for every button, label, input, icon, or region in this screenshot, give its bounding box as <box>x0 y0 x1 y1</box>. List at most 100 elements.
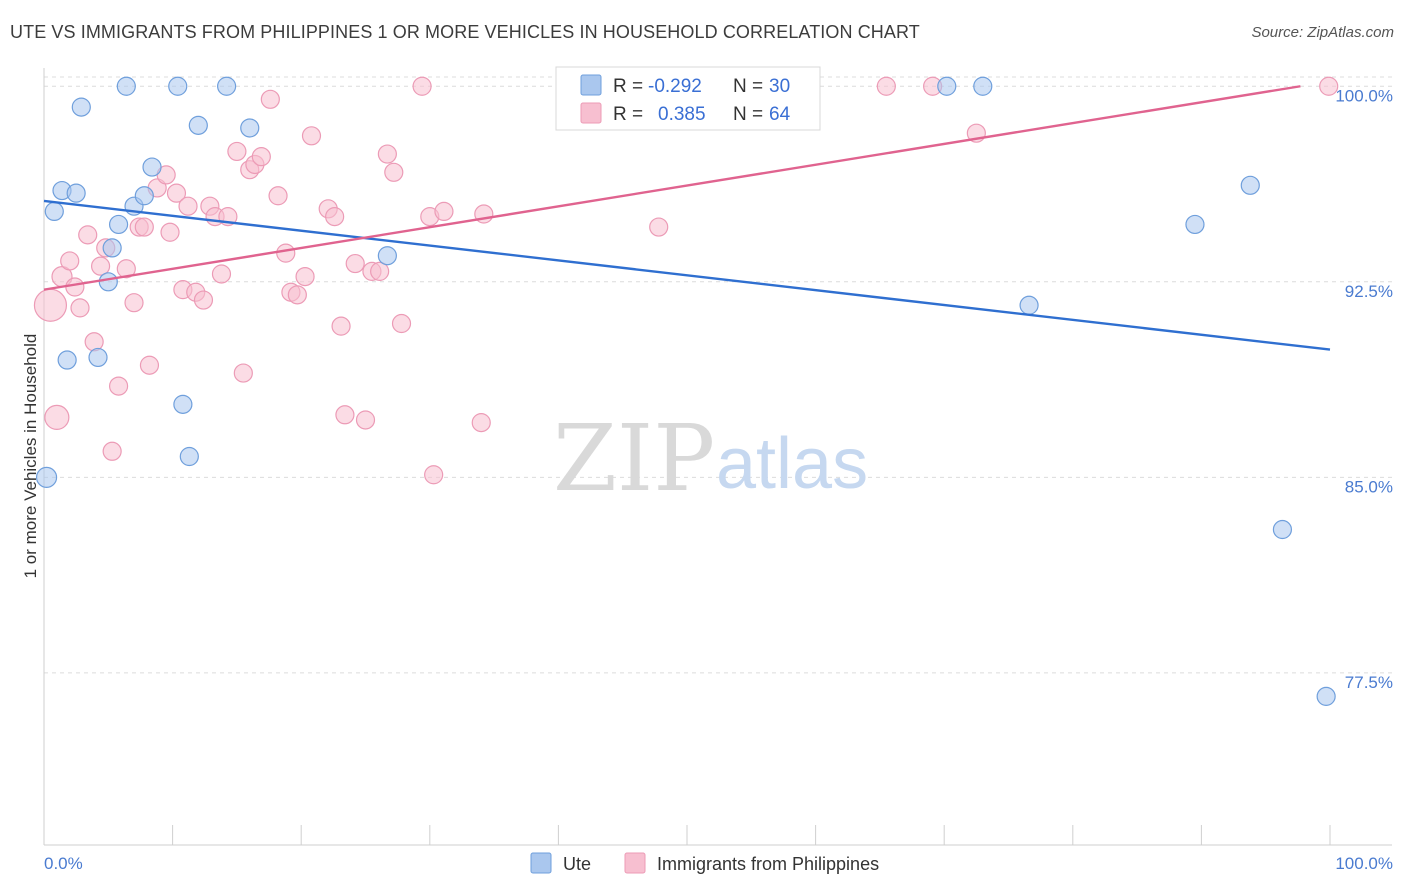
y-tick-label: 100.0% <box>1335 86 1393 105</box>
watermark: ZIP atlas <box>553 405 868 512</box>
ute-point <box>1185 214 1205 235</box>
ute-point <box>168 76 188 96</box>
phil-point <box>412 76 432 96</box>
phil-point <box>301 126 322 146</box>
legend-ute-swatch-icon <box>530 852 552 874</box>
phil-point <box>102 441 122 461</box>
phil-point <box>178 196 198 216</box>
x-tick-label-left: 0.0% <box>44 854 83 873</box>
y-tick-labels: 100.0% 92.5% 85.0% 77.5% <box>1335 86 1393 692</box>
ute-point <box>102 238 122 258</box>
phil-point <box>84 332 104 352</box>
watermark-atlas: atlas <box>716 424 868 504</box>
chart-title: UTE VS IMMIGRANTS FROM PHILIPPINES 1 OR … <box>10 22 920 42</box>
ute-n-label: N = <box>733 76 763 97</box>
ute-point <box>116 76 136 96</box>
y-tick-label: 77.5% <box>1345 673 1393 692</box>
phil-point <box>90 256 111 276</box>
phil-n-value: 64 <box>769 104 791 125</box>
phil-point <box>876 76 896 96</box>
ute-point <box>1272 519 1293 540</box>
phil-point <box>355 410 376 430</box>
ute-point <box>66 183 86 203</box>
phil-point <box>1319 76 1339 96</box>
phil-point <box>384 162 404 182</box>
phil-point <box>370 261 390 281</box>
phil-point <box>193 290 214 310</box>
watermark-zip: ZIP <box>553 405 715 512</box>
phil-r-label: R = <box>613 104 643 125</box>
phil-point <box>251 147 271 167</box>
phil-point <box>211 264 232 284</box>
phil-point <box>33 288 68 322</box>
phil-point <box>424 465 444 485</box>
ute-point <box>217 76 237 96</box>
x-ticks <box>43 825 1331 845</box>
phil-point <box>331 316 351 336</box>
phil-point <box>139 355 160 375</box>
phil-point <box>268 186 288 206</box>
ute-point <box>240 118 260 138</box>
ute-point <box>377 246 397 266</box>
phil-point <box>377 144 397 164</box>
phil-point <box>60 251 80 271</box>
ute-point <box>1019 295 1039 315</box>
phil-point <box>260 89 280 109</box>
phil-point <box>276 243 296 263</box>
phil-point <box>335 405 355 425</box>
phil-point <box>166 183 187 203</box>
ute-trend-line <box>43 199 1331 351</box>
phil-trend-line <box>43 85 1301 291</box>
ute-n-value: 30 <box>769 76 790 97</box>
phil-swatch-icon <box>580 102 602 124</box>
phil-point <box>345 253 365 274</box>
phil-point <box>44 404 70 430</box>
phil-point <box>471 413 491 433</box>
phil-point <box>78 225 98 245</box>
ute-point <box>71 97 91 117</box>
ute-point <box>973 76 993 96</box>
y-tick-label: 92.5% <box>1345 282 1393 301</box>
ute-point <box>57 350 77 370</box>
legend-ute-label: Ute <box>563 854 591 874</box>
ute-point <box>108 214 129 235</box>
phil-point <box>325 207 345 227</box>
ute-point <box>134 186 154 206</box>
ute-point <box>179 446 199 467</box>
phil-point <box>233 363 253 383</box>
ute-r-value: -0.292 <box>648 76 702 97</box>
ute-swatch-icon <box>580 74 602 96</box>
phil-n-label: N = <box>733 104 763 125</box>
y-tick-label: 85.0% <box>1345 477 1393 496</box>
ute-point <box>188 115 208 135</box>
phil-point <box>116 259 136 279</box>
y-axis-title: 1 or more Vehicles in Household <box>21 334 40 579</box>
ute-point <box>35 466 58 488</box>
phil-r-value: 0.385 <box>658 104 706 125</box>
ute-point <box>142 157 162 177</box>
ute-point <box>937 76 957 96</box>
trend-lines <box>43 85 1331 351</box>
phil-point <box>65 277 85 297</box>
phil-point <box>287 285 307 305</box>
phil-point <box>108 376 129 396</box>
phil-point <box>70 298 90 318</box>
ute-point <box>88 347 108 368</box>
phil-series-points <box>33 76 1339 485</box>
phil-point <box>434 201 454 222</box>
ute-point <box>44 201 64 222</box>
phil-point <box>227 141 247 162</box>
ute-point <box>98 272 118 292</box>
phil-point <box>649 217 669 237</box>
phil-point <box>391 313 412 334</box>
legend-phil-label: Immigrants from Philippines <box>657 854 879 874</box>
bottom-legend: Ute Immigrants from Philippines <box>530 852 879 874</box>
ute-point <box>1316 686 1336 706</box>
ute-series-points <box>35 76 1336 706</box>
x-tick-label-right: 100.0% <box>1335 854 1393 873</box>
legend-phil-swatch-icon <box>624 852 646 874</box>
ute-point <box>1240 175 1260 195</box>
source-label: Source: ZipAtlas.com <box>1251 24 1394 41</box>
phil-point <box>134 217 154 237</box>
